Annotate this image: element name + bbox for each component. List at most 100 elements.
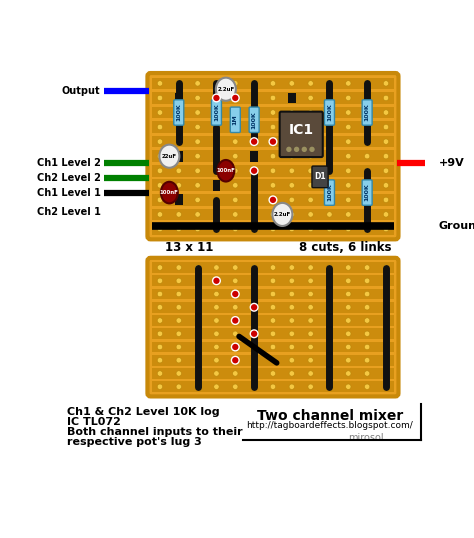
Circle shape: [327, 124, 332, 130]
Circle shape: [365, 110, 370, 115]
Bar: [152, 136, 394, 147]
Circle shape: [270, 331, 276, 336]
Circle shape: [233, 182, 238, 188]
Text: 100K: 100K: [176, 104, 181, 122]
Bar: [152, 209, 394, 220]
Circle shape: [289, 153, 294, 159]
Text: 100nF: 100nF: [160, 190, 179, 195]
Circle shape: [308, 182, 313, 188]
Text: Two channel mixer: Two channel mixer: [257, 409, 403, 423]
Circle shape: [308, 291, 313, 297]
Circle shape: [214, 139, 219, 144]
Circle shape: [231, 343, 239, 351]
Circle shape: [383, 265, 389, 270]
Circle shape: [383, 305, 389, 310]
Circle shape: [214, 291, 219, 297]
Circle shape: [251, 278, 257, 284]
Bar: [152, 355, 394, 365]
Circle shape: [383, 110, 389, 115]
Circle shape: [251, 358, 257, 363]
Circle shape: [251, 124, 257, 130]
Circle shape: [176, 291, 182, 297]
Bar: [152, 289, 394, 299]
Bar: [152, 302, 394, 313]
Circle shape: [346, 168, 351, 173]
Circle shape: [233, 344, 238, 350]
Circle shape: [176, 226, 182, 232]
Text: 22uF: 22uF: [162, 154, 177, 159]
Circle shape: [365, 371, 370, 376]
Circle shape: [251, 168, 257, 173]
Circle shape: [308, 139, 313, 144]
Circle shape: [289, 318, 294, 323]
Circle shape: [289, 371, 294, 376]
Circle shape: [346, 371, 351, 376]
Circle shape: [289, 278, 294, 284]
Circle shape: [383, 291, 389, 297]
Circle shape: [233, 153, 238, 159]
Circle shape: [231, 356, 239, 364]
Text: D1: D1: [314, 172, 326, 181]
Circle shape: [383, 344, 389, 350]
Circle shape: [289, 226, 294, 232]
Text: Ch1 & Ch2 Level 10K log: Ch1 & Ch2 Level 10K log: [66, 407, 219, 417]
Circle shape: [231, 317, 239, 324]
Circle shape: [308, 110, 313, 115]
Circle shape: [195, 278, 201, 284]
Circle shape: [289, 124, 294, 130]
Circle shape: [289, 331, 294, 336]
Circle shape: [365, 182, 370, 188]
Circle shape: [233, 265, 238, 270]
Text: 2.2uF: 2.2uF: [217, 87, 235, 91]
Text: IC1: IC1: [289, 124, 314, 138]
Circle shape: [346, 318, 351, 323]
Circle shape: [383, 124, 389, 130]
Circle shape: [327, 212, 332, 217]
Circle shape: [383, 212, 389, 217]
Circle shape: [251, 81, 257, 86]
Bar: [152, 368, 394, 379]
Bar: [152, 315, 394, 326]
Circle shape: [157, 265, 163, 270]
FancyBboxPatch shape: [249, 107, 259, 132]
Circle shape: [176, 305, 182, 310]
Circle shape: [195, 139, 201, 144]
Circle shape: [176, 212, 182, 217]
Circle shape: [270, 358, 276, 363]
Circle shape: [250, 330, 258, 338]
Circle shape: [157, 212, 163, 217]
Text: Ch2 Level 1: Ch2 Level 1: [36, 207, 100, 216]
Circle shape: [176, 265, 182, 270]
Circle shape: [383, 168, 389, 173]
Circle shape: [270, 197, 276, 203]
Bar: [152, 150, 394, 162]
Circle shape: [233, 124, 238, 130]
Circle shape: [308, 265, 313, 270]
Circle shape: [289, 110, 294, 115]
Bar: [213, 180, 220, 190]
Text: 1M: 1M: [233, 115, 238, 125]
Circle shape: [157, 110, 163, 115]
Text: 100K: 100K: [327, 183, 332, 201]
Circle shape: [195, 168, 201, 173]
Circle shape: [365, 168, 370, 173]
Text: 100nF: 100nF: [217, 168, 235, 173]
Circle shape: [308, 344, 313, 350]
Circle shape: [251, 212, 257, 217]
Circle shape: [327, 331, 332, 336]
Circle shape: [365, 124, 370, 130]
Circle shape: [269, 138, 277, 145]
Bar: [152, 165, 394, 176]
Circle shape: [270, 81, 276, 86]
Circle shape: [251, 265, 257, 270]
Circle shape: [176, 371, 182, 376]
Circle shape: [365, 81, 370, 86]
Circle shape: [233, 139, 238, 144]
Circle shape: [346, 197, 351, 203]
Text: Ch2 Level 2: Ch2 Level 2: [36, 173, 100, 183]
Circle shape: [346, 153, 351, 159]
Text: Both channel inputs to their: Both channel inputs to their: [66, 427, 242, 437]
Circle shape: [327, 95, 332, 101]
Circle shape: [233, 331, 238, 336]
Circle shape: [365, 278, 370, 284]
